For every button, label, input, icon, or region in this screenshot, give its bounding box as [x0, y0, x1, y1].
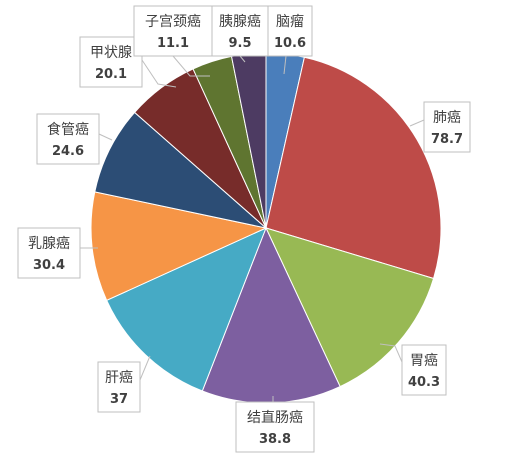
slice-label: 乳腺癌: [28, 236, 70, 252]
leader-line: [409, 119, 425, 127]
slice-value: 38.8: [259, 432, 291, 447]
pie-slice: [94, 111, 268, 229]
pie-slice: [105, 227, 267, 392]
slice-value: 11.1: [157, 36, 189, 51]
data-label-box: [36, 113, 100, 165]
slice-label: 肺癌: [433, 110, 461, 126]
data-label-box: [401, 344, 447, 396]
pie-slice: [265, 227, 435, 388]
data-label-box: [79, 36, 143, 88]
pie-slice: [265, 56, 442, 280]
data-label-box: [211, 5, 269, 57]
data-label-box: [97, 361, 141, 413]
data-labels: 脑瘤 10.6 肺癌 78.7 胃癌 40.3 结直肠癌 38.8 肝癌 37 乳腺癌 30.4 食管癌…: [17, 5, 471, 453]
leader-line: [98, 133, 113, 141]
slice-label: 结直肠癌: [247, 409, 303, 426]
leader-line: [141, 59, 177, 88]
leader-line: [283, 55, 287, 75]
slice-value: 10.6: [274, 36, 306, 51]
data-label-box: [17, 227, 81, 279]
slice-label: 食管癌: [47, 121, 89, 138]
pie-slices: [90, 52, 442, 404]
leader-lines: [80, 55, 425, 402]
slice-label: 脑瘤: [276, 13, 304, 30]
data-label-box: [235, 401, 315, 453]
slice-label: 子宫颈癌: [145, 14, 201, 30]
slice-value: 40.3: [408, 375, 440, 390]
data-label-box: [267, 5, 313, 57]
data-label-box: [423, 101, 471, 153]
slice-value: 24.6: [52, 144, 84, 159]
slice-value: 9.5: [228, 36, 251, 51]
leader-line: [379, 343, 403, 363]
leader-line: [172, 55, 210, 77]
slice-value: 37: [110, 392, 128, 407]
slice-value: 30.4: [33, 258, 65, 273]
data-label-box: [133, 5, 213, 57]
slice-label: 甲状腺: [90, 45, 132, 61]
slice-value: 20.1: [95, 67, 127, 82]
slice-value: 78.7: [431, 132, 463, 147]
slice-label: 胃癌: [410, 353, 438, 369]
leader-line: [139, 355, 151, 381]
slice-label: 胰腺癌: [219, 14, 261, 30]
leader-line: [239, 55, 246, 63]
slice-label: 肝癌: [105, 370, 133, 386]
